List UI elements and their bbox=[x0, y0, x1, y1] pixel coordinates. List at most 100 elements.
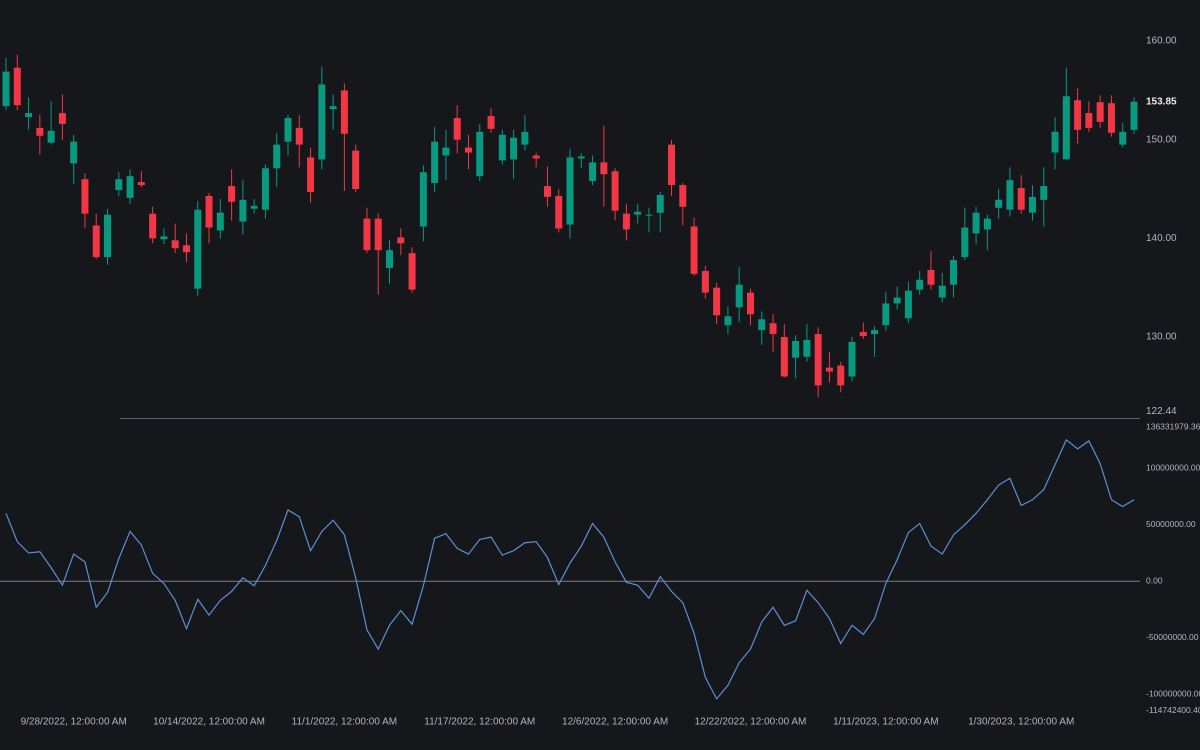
candle-body bbox=[1130, 101, 1138, 130]
candle-body bbox=[284, 117, 292, 142]
candle-body bbox=[645, 214, 653, 216]
candle-body bbox=[1119, 131, 1127, 145]
candle-body bbox=[611, 171, 619, 211]
candle-body bbox=[938, 285, 946, 298]
candle-body bbox=[487, 116, 495, 129]
candle-body bbox=[555, 195, 563, 229]
candle-body bbox=[735, 284, 743, 308]
candle-body bbox=[814, 334, 822, 386]
candle-body bbox=[397, 237, 405, 244]
y-tick-label: 136331979.36 bbox=[1146, 421, 1200, 431]
candle-body bbox=[115, 179, 123, 191]
candle-body bbox=[307, 157, 315, 192]
x-tick-label: 12/22/2022, 12:00:00 AM bbox=[695, 717, 807, 728]
candle-body bbox=[566, 157, 574, 225]
candle-body bbox=[70, 141, 78, 164]
candle-body bbox=[724, 316, 732, 326]
candle-body bbox=[47, 130, 55, 143]
candle-body bbox=[701, 270, 709, 293]
candle-body bbox=[983, 218, 991, 230]
candle-body bbox=[329, 106, 337, 110]
y-tick-label: 122.44 bbox=[1146, 406, 1177, 417]
candle-body bbox=[1074, 100, 1082, 130]
candle-body bbox=[746, 292, 754, 315]
candle-body bbox=[837, 365, 845, 386]
y-tick-label: -50000000.00 bbox=[1146, 632, 1199, 642]
candle-body bbox=[228, 186, 236, 202]
candle-body bbox=[803, 339, 811, 357]
candle-body bbox=[758, 319, 766, 331]
candle-body bbox=[205, 195, 213, 228]
y-tick-label: -100000000.00 bbox=[1146, 689, 1200, 699]
x-tick-label: 1/11/2023, 12:00:00 AM bbox=[833, 717, 938, 728]
candle-body bbox=[1017, 188, 1025, 210]
candle-body bbox=[668, 144, 676, 186]
candle-body bbox=[1062, 96, 1070, 160]
candle-body bbox=[239, 199, 247, 222]
candle-body bbox=[769, 323, 777, 335]
y-tick-label: 150.00 bbox=[1146, 134, 1177, 145]
indicator-line bbox=[5, 438, 1135, 700]
candle-body bbox=[2, 71, 10, 107]
y-tick-label: 160.00 bbox=[1146, 36, 1177, 47]
candle-body bbox=[498, 134, 506, 161]
x-tick-label: 1/30/2023, 12:00:00 AM bbox=[968, 717, 1074, 728]
candle-body bbox=[1006, 180, 1014, 210]
candle-body bbox=[374, 218, 382, 251]
candle-body bbox=[792, 340, 800, 358]
candle-body bbox=[916, 279, 924, 290]
candle-body bbox=[464, 147, 472, 153]
candle-body bbox=[882, 303, 890, 326]
candle-body bbox=[972, 212, 980, 234]
candle-body bbox=[419, 172, 427, 227]
candle-body bbox=[160, 236, 168, 240]
candle-body bbox=[182, 245, 190, 253]
candle-body bbox=[25, 113, 33, 118]
candle-body bbox=[904, 290, 912, 319]
y-tick-label: 130.00 bbox=[1146, 332, 1177, 343]
candle-body bbox=[81, 179, 89, 214]
candle-body bbox=[1051, 131, 1059, 153]
candle-body bbox=[318, 84, 326, 160]
candle-body bbox=[250, 205, 258, 209]
candle-body bbox=[149, 213, 157, 239]
x-tick-label: 11/1/2022, 12:00:00 AM bbox=[292, 717, 397, 728]
candle-body bbox=[194, 209, 202, 289]
candle-body bbox=[216, 212, 224, 231]
candle-body bbox=[510, 137, 518, 160]
candle-body bbox=[126, 176, 134, 198]
candle-body bbox=[36, 127, 44, 136]
candle-body bbox=[532, 155, 540, 159]
candle-body bbox=[622, 213, 630, 230]
candle-body bbox=[476, 131, 484, 177]
y-tick-label: 50000000.00 bbox=[1146, 519, 1196, 529]
x-tick-label: 9/28/2022, 12:00:00 AM bbox=[21, 717, 127, 728]
candle-body bbox=[386, 250, 394, 268]
candle-body bbox=[1107, 103, 1115, 133]
candle-body bbox=[961, 227, 969, 258]
candle-body bbox=[1040, 186, 1048, 200]
candle-body bbox=[600, 162, 608, 175]
candle-body bbox=[848, 341, 856, 377]
candle-body bbox=[171, 240, 179, 249]
candle-body bbox=[363, 218, 371, 251]
candle-body bbox=[950, 260, 958, 285]
candle-body bbox=[825, 367, 833, 372]
candle-body bbox=[521, 131, 529, 145]
y-tick-label: 100000000.00 bbox=[1146, 462, 1200, 472]
x-tick-label: 12/6/2022, 12:00:00 AM bbox=[562, 717, 668, 728]
candle-body bbox=[543, 186, 551, 197]
y-tick-label: 140.00 bbox=[1146, 233, 1177, 244]
candle-body bbox=[995, 199, 1003, 208]
candle-body bbox=[1085, 113, 1093, 128]
candle-body bbox=[295, 127, 303, 145]
candle-body bbox=[431, 141, 439, 184]
candle-body bbox=[408, 253, 416, 290]
candle-body bbox=[1028, 196, 1036, 213]
x-tick-label: 10/14/2022, 12:00:00 AM bbox=[153, 717, 265, 728]
candle-body bbox=[927, 269, 935, 285]
candle-body bbox=[589, 162, 597, 182]
